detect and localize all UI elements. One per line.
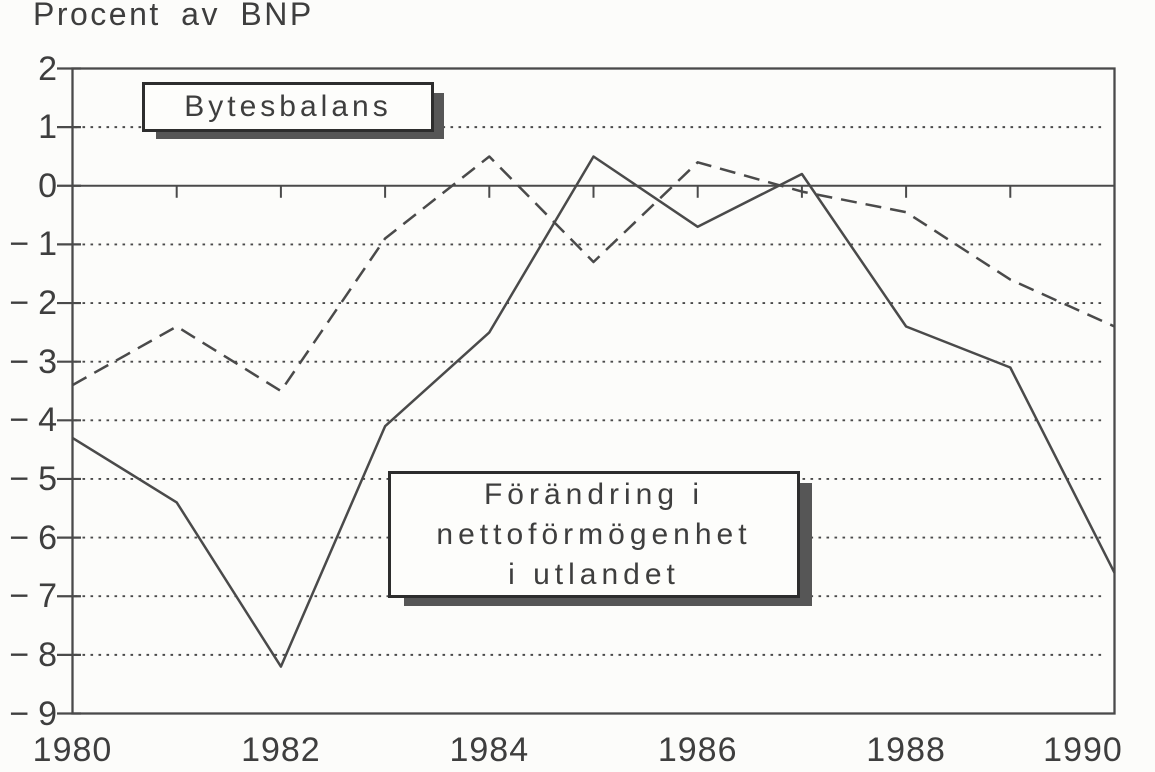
x-axis-label: 1982 bbox=[241, 731, 321, 769]
x-axis-label: 1980 bbox=[32, 731, 113, 769]
x-axis-label: 1990 bbox=[1043, 731, 1123, 769]
legend-bytesbalans-label: Bytesbalans bbox=[184, 90, 392, 123]
legend-forandring: Förändring i nettoförmögenhet i utlandet bbox=[388, 471, 800, 598]
legend-forandring-line-3: i utlandet bbox=[508, 558, 680, 591]
y-axis-label: 0 bbox=[38, 166, 58, 205]
legend-forandring-line-1: Förändring i bbox=[483, 478, 705, 511]
y-axis-label: − 2 bbox=[9, 284, 58, 323]
series-line-bytesbalans bbox=[71, 155, 1116, 393]
y-axis-label: − 7 bbox=[9, 577, 58, 616]
y-axis-label: − 4 bbox=[9, 401, 58, 440]
y-axis-label: − 8 bbox=[9, 635, 58, 674]
y-axis-label: 1 bbox=[38, 108, 58, 147]
y-axis-label: − 6 bbox=[9, 518, 58, 557]
y-axis-label: − 3 bbox=[9, 342, 58, 381]
y-axis-label: − 9 bbox=[9, 694, 58, 733]
x-axis-label: 1984 bbox=[449, 731, 530, 769]
series-line-forandring bbox=[71, 155, 1116, 668]
plot-border bbox=[71, 67, 1116, 715]
x-axis-label: 1986 bbox=[657, 731, 738, 769]
legend-forandring-line-2: nettoförmögenhet bbox=[436, 518, 752, 551]
y-axis-label: 2 bbox=[38, 49, 58, 88]
y-axis-label: − 1 bbox=[9, 225, 58, 264]
x-axis-label: 1988 bbox=[866, 731, 946, 769]
chart-title: Procent av BNP bbox=[33, 0, 314, 32]
legend-bytesbalans: Bytesbalans bbox=[142, 82, 434, 132]
y-axis-label: − 5 bbox=[9, 459, 58, 498]
